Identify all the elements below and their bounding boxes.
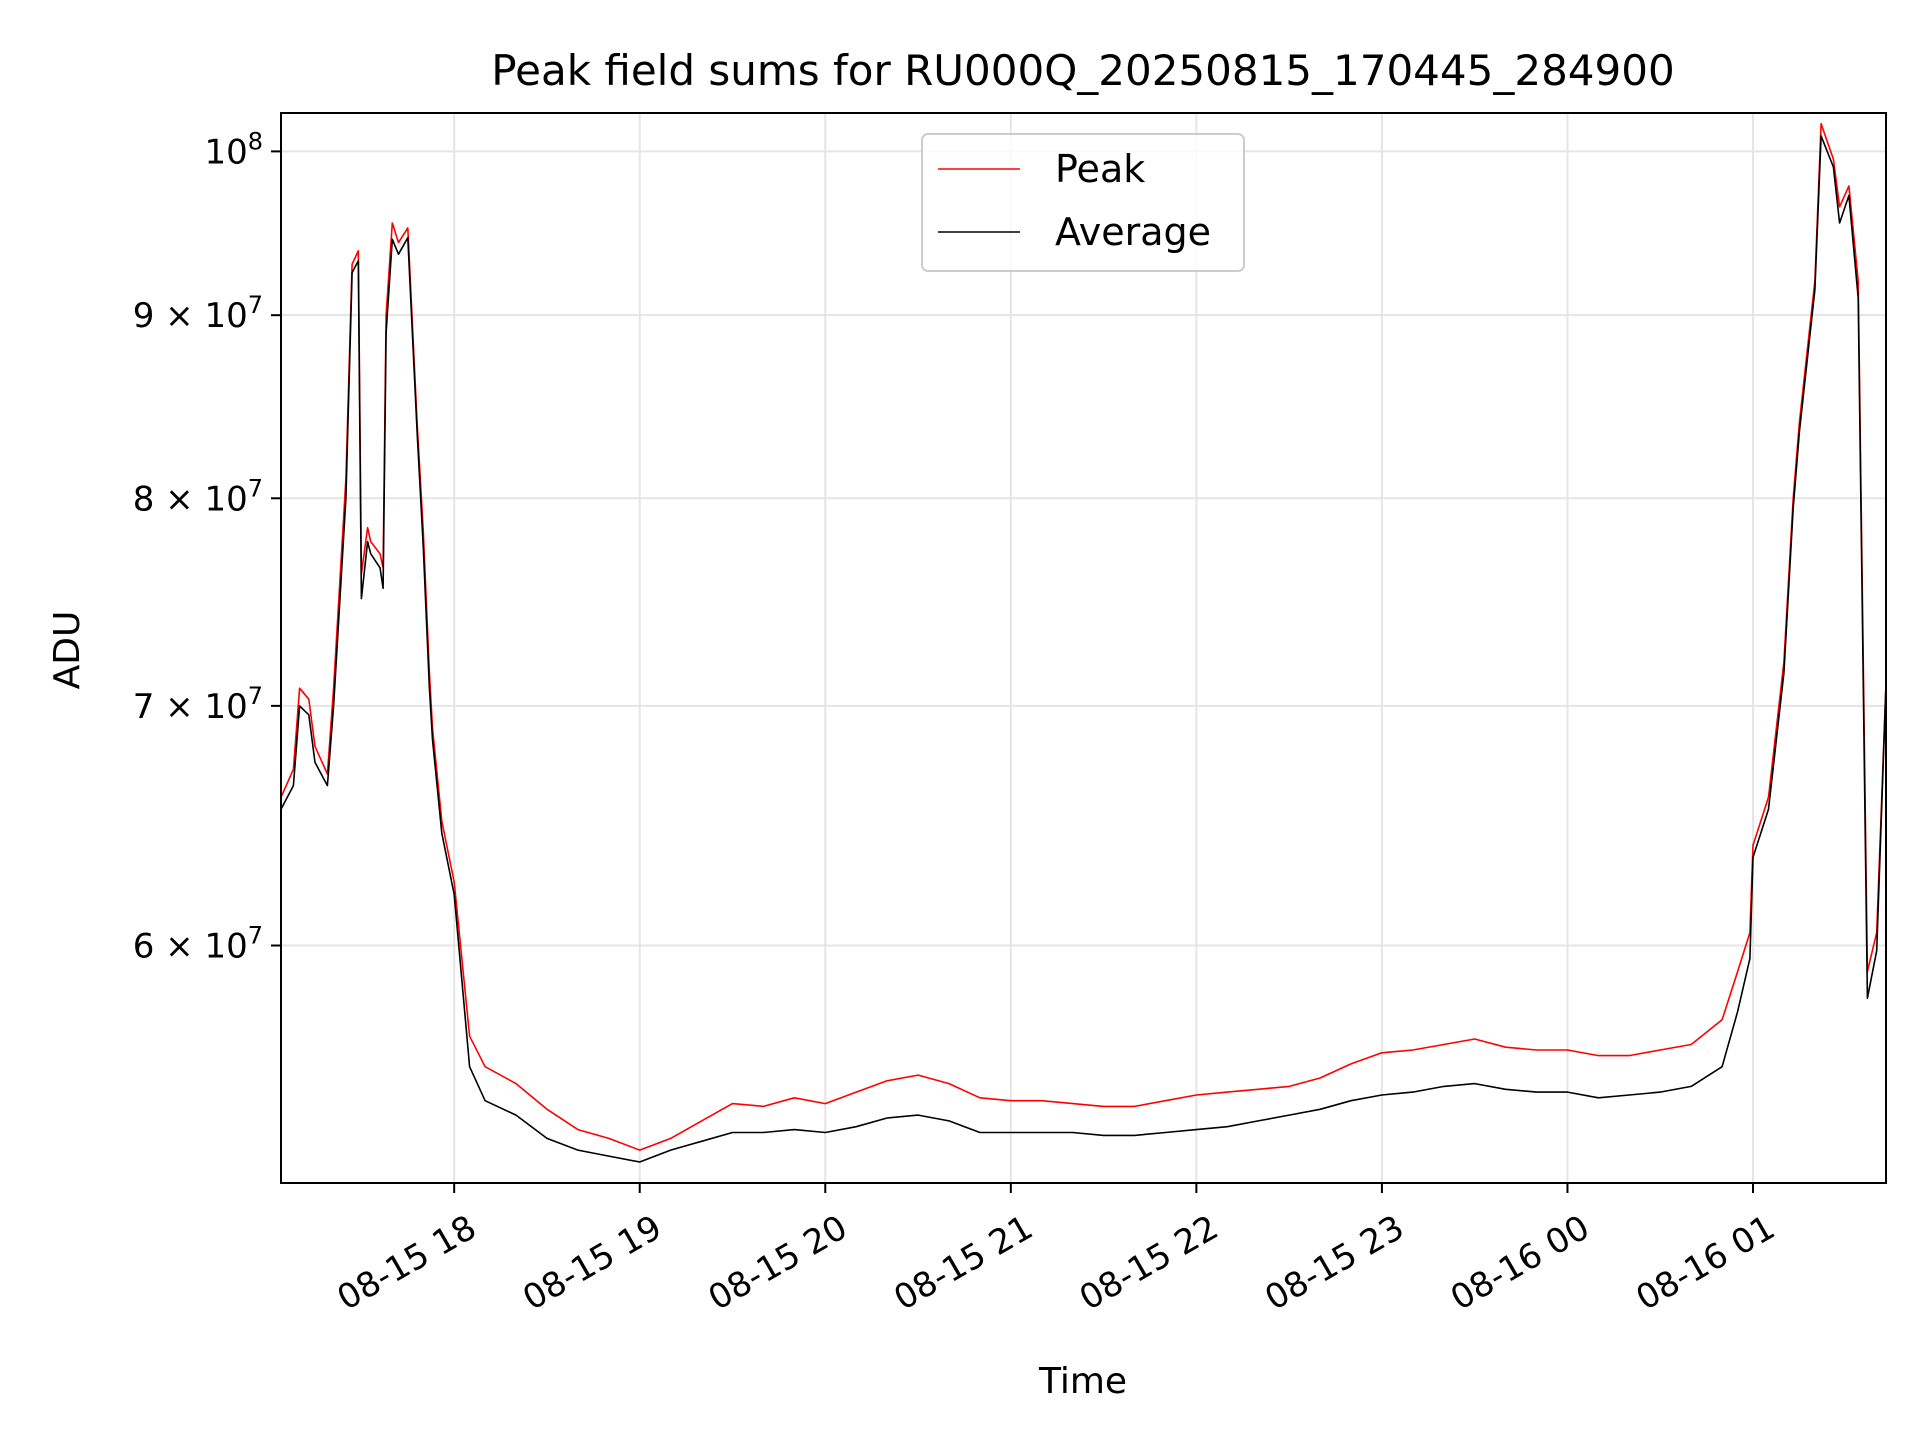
legend-label-average: Average	[1055, 210, 1211, 254]
x-axis-label: Time	[1038, 1361, 1127, 1402]
series-layer	[280, 122, 1887, 1163]
plot-frame	[280, 112, 1887, 1184]
y-tick-label: 8 × 107	[133, 474, 263, 519]
y-tick-label: 7 × 107	[133, 682, 263, 727]
legend: Peak Average	[921, 133, 1245, 272]
chart-title: Peak field sums for RU000Q_20250815_1704…	[491, 46, 1674, 95]
series-line-average	[280, 135, 1887, 1163]
legend-label-peak: Peak	[1055, 147, 1145, 191]
grid-layer	[281, 113, 1886, 1183]
y-axis-label: ADU	[47, 611, 88, 690]
y-tick-label: 9 × 107	[133, 291, 263, 336]
y-tick-label: 6 × 107	[133, 922, 263, 967]
